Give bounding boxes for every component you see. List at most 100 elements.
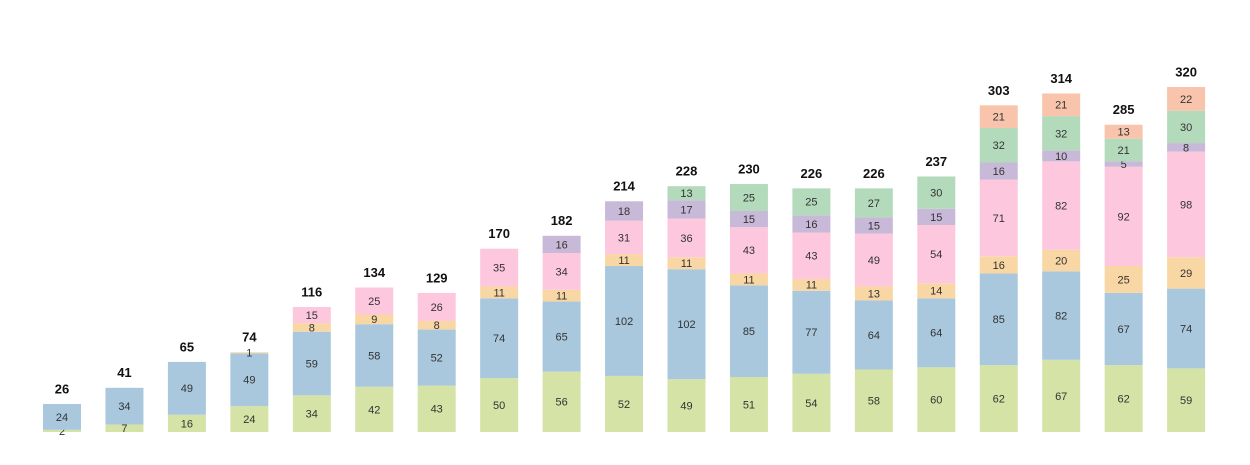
- segment-label: 64: [868, 330, 880, 342]
- segment-label: 49: [243, 375, 255, 387]
- bar-segment: [43, 429, 81, 432]
- total-label: 228: [676, 164, 698, 179]
- bar-segment: [417, 320, 456, 330]
- bar-segment: [917, 283, 956, 299]
- segment-label: 64: [930, 328, 942, 340]
- segment-label: 32: [1055, 128, 1067, 140]
- bar-segment: [667, 200, 706, 219]
- segment-label: 54: [930, 249, 942, 261]
- segment-label: 82: [1055, 310, 1067, 322]
- segment-label: 15: [930, 212, 942, 224]
- bar-segment: [1042, 93, 1081, 117]
- segment-label: 56: [555, 397, 567, 409]
- segment-label: 62: [1118, 393, 1130, 405]
- segment-label: 67: [1055, 391, 1067, 403]
- segment-label: 8: [1183, 142, 1189, 154]
- segment-label: 16: [555, 239, 567, 251]
- segment-label: 15: [306, 310, 318, 322]
- segment-label: 67: [1118, 324, 1130, 336]
- bar-segment: [355, 287, 394, 315]
- bar-segment: [917, 367, 956, 432]
- bar-segment: [979, 179, 1018, 257]
- segment-label: 11: [743, 274, 754, 286]
- bar-segment: [105, 387, 144, 425]
- segment-label: 42: [368, 404, 380, 416]
- bar-segment: [605, 265, 644, 376]
- bar-segment: [355, 324, 394, 387]
- segment-label: 29: [1180, 268, 1192, 280]
- total-label: 41: [117, 365, 131, 380]
- segment-label: 74: [1180, 323, 1192, 335]
- bar-segment: [605, 201, 644, 221]
- total-label: 226: [801, 166, 823, 181]
- segment-label: 13: [1118, 127, 1130, 139]
- bar-segment: [792, 373, 831, 432]
- bar-segment: [292, 331, 331, 396]
- bar-segment: [292, 323, 331, 332]
- bar-segment: [417, 329, 456, 386]
- bar-segment: [667, 379, 706, 432]
- segment-label: 13: [868, 288, 880, 300]
- segment-label: 43: [805, 251, 817, 263]
- bar-segment: [667, 218, 706, 258]
- segment-label: 62: [993, 393, 1005, 405]
- segment-label: 51: [743, 399, 755, 411]
- bar-segment: [230, 352, 269, 354]
- segment-label: 30: [930, 188, 942, 200]
- segment-label: 34: [118, 401, 130, 413]
- bar-segment: [729, 377, 768, 432]
- segment-label: 14: [930, 286, 942, 298]
- segment-label: 21: [1055, 100, 1067, 112]
- segment-label: 52: [431, 353, 443, 365]
- bar-segment: [979, 127, 1018, 163]
- bar-segment: [480, 248, 519, 287]
- segment-label: 82: [1055, 201, 1067, 213]
- bar-segment: [43, 403, 81, 430]
- bar-segment: [667, 269, 706, 380]
- segment-label: 85: [993, 314, 1005, 326]
- segment-label: 25: [805, 197, 817, 209]
- segment-label: 98: [1180, 199, 1192, 211]
- segment-label: 25: [743, 192, 755, 204]
- bar-segment: [1167, 368, 1206, 432]
- bar-segment: [1104, 138, 1143, 162]
- segment-label: 49: [181, 383, 193, 395]
- segment-label: 34: [555, 266, 567, 278]
- bar-segment: [605, 254, 644, 266]
- bar-segment: [854, 286, 893, 301]
- bar-segment: [792, 215, 831, 233]
- segment-label: 16: [181, 418, 193, 430]
- bar-segment: [979, 256, 1018, 274]
- total-label: 116: [301, 284, 322, 299]
- bar-segment: [917, 208, 956, 225]
- bar-segment: [542, 253, 581, 290]
- total-label: 226: [863, 166, 885, 181]
- bar-segment: [605, 220, 644, 255]
- bar-segment: [480, 298, 519, 379]
- bar-segment: [1042, 271, 1081, 360]
- bar-segment: [1042, 359, 1081, 432]
- bar-segment: [979, 273, 1018, 366]
- segment-label: 20: [1055, 255, 1067, 267]
- bar-segment: [979, 105, 1018, 128]
- segment-label: 9: [371, 314, 377, 326]
- segment-label: 25: [368, 296, 380, 308]
- bar-segment: [729, 227, 768, 274]
- total-label: 134: [363, 265, 385, 280]
- segment-label: 43: [431, 404, 443, 416]
- bar-segment: [417, 385, 456, 432]
- segment-label: 49: [680, 400, 692, 412]
- segment-label: 25: [1118, 274, 1130, 286]
- segment-label: 1: [246, 348, 252, 360]
- bar-segment: [729, 210, 768, 228]
- segment-label: 16: [993, 166, 1005, 178]
- bar-segment: [542, 289, 581, 302]
- segment-label: 43: [743, 245, 755, 257]
- total-label: 214: [613, 179, 635, 194]
- segment-label: 30: [1180, 122, 1192, 134]
- bar-segment: [729, 273, 768, 286]
- bar-segment: [854, 369, 893, 432]
- segment-label: 21: [1118, 145, 1130, 157]
- bar-segment: [792, 188, 831, 216]
